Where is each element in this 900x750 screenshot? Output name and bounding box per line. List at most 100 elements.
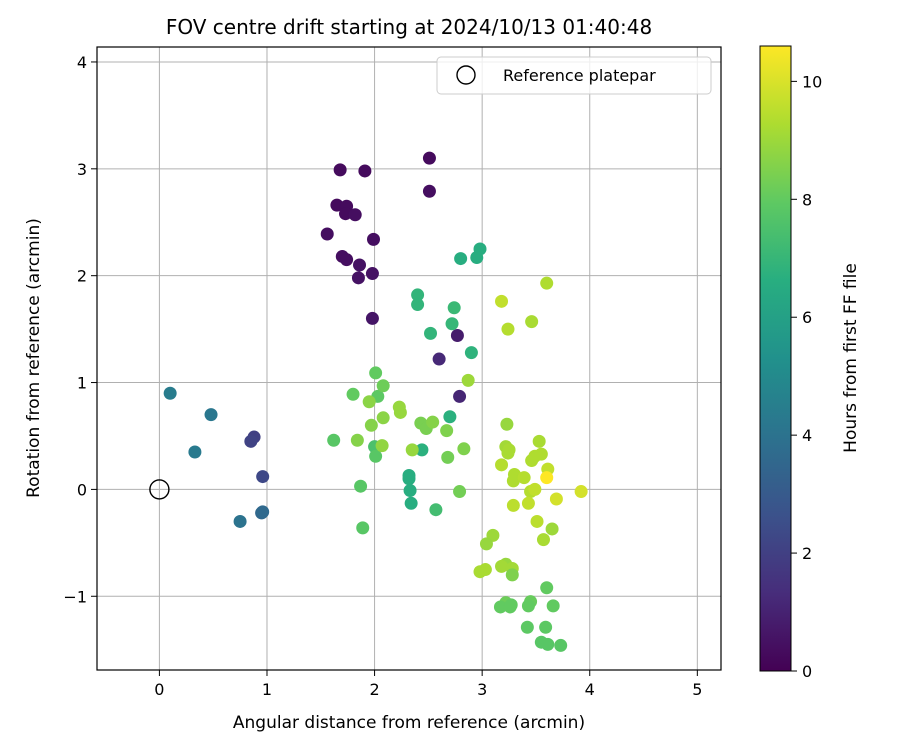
data-point — [521, 496, 535, 510]
y-tick-label: 4 — [77, 53, 87, 72]
data-point — [501, 446, 515, 460]
data-point — [493, 600, 507, 614]
colorbar-label: Hours from first FF file — [841, 263, 861, 453]
data-point — [369, 366, 383, 380]
data-point — [470, 251, 484, 265]
data-point — [445, 317, 459, 331]
data-point — [233, 514, 247, 528]
data-point — [356, 521, 370, 535]
data-point — [473, 565, 487, 579]
data-point — [320, 227, 334, 241]
x-tick-label: 0 — [154, 680, 164, 699]
data-point — [403, 483, 417, 497]
data-point — [532, 434, 546, 448]
data-point — [362, 395, 376, 409]
data-point — [545, 522, 559, 536]
data-point — [422, 184, 436, 198]
data-point — [256, 470, 270, 484]
data-point — [500, 417, 514, 431]
data-point — [365, 311, 379, 325]
data-point — [549, 492, 563, 506]
data-point — [479, 537, 493, 551]
y-axis: −1 0 1 2 3 4 — [63, 53, 97, 606]
data-point — [536, 533, 550, 547]
legend-entry-reference-platepar: Reference platepar — [503, 66, 656, 85]
data-point — [506, 498, 520, 512]
data-point — [440, 424, 454, 438]
data-point — [541, 637, 555, 651]
data-point — [520, 620, 534, 634]
data-point — [415, 443, 429, 457]
data-point — [501, 322, 515, 336]
x-tick-label: 3 — [477, 680, 487, 699]
x-axis-label: Angular distance from reference (arcmin) — [233, 713, 585, 733]
data-point — [327, 433, 341, 447]
data-point — [540, 471, 554, 485]
data-point — [432, 352, 446, 366]
data-point — [340, 253, 354, 267]
data-point — [495, 458, 509, 472]
data-point — [429, 503, 443, 517]
colorbar-tick-label: 8 — [802, 190, 812, 209]
data-point — [495, 294, 509, 308]
x-axis: 0 1 2 3 4 5 — [154, 670, 702, 699]
data-point — [393, 405, 407, 419]
colorbar-tick-label: 4 — [802, 426, 812, 445]
y-tick-label: 0 — [77, 480, 87, 499]
data-point — [333, 163, 347, 177]
data-point — [339, 207, 353, 221]
data-point — [411, 288, 425, 302]
colorbar-tick-label: 0 — [802, 662, 812, 681]
data-point — [457, 442, 471, 456]
y-tick-label: 3 — [77, 160, 87, 179]
data-point — [376, 411, 390, 425]
data-point — [540, 276, 554, 290]
data-point — [354, 479, 368, 493]
data-point — [534, 447, 548, 461]
colorbar-ticks: 0 2 4 6 8 10 — [791, 72, 822, 681]
data-point — [528, 482, 542, 496]
data-point — [464, 346, 478, 360]
plot-frame — [96, 46, 722, 671]
reference-marker-group — [149, 479, 170, 500]
data-point — [353, 258, 367, 272]
data-point — [402, 469, 416, 483]
reference-platepar-marker — [149, 479, 170, 500]
data-point — [554, 638, 568, 652]
data-point — [495, 559, 509, 573]
y-tick-label: 1 — [77, 374, 87, 393]
data-point — [447, 301, 461, 315]
colorbar-gradient — [759, 45, 792, 672]
data-point — [376, 379, 390, 393]
x-tick-label: 4 — [585, 680, 595, 699]
data-point — [453, 389, 467, 403]
chart-title: FOV centre drift starting at 2024/10/13 … — [166, 15, 652, 39]
data-point — [346, 387, 360, 401]
data-point — [351, 271, 365, 285]
data-point — [424, 326, 438, 340]
data-point — [330, 198, 344, 212]
data-point — [244, 434, 258, 448]
data-point — [411, 298, 425, 312]
data-point — [530, 514, 544, 528]
data-point — [365, 267, 379, 281]
data-point — [504, 598, 518, 612]
y-axis-label: Rotation from reference (arcmin) — [24, 218, 44, 498]
data-point — [443, 410, 457, 424]
data-point — [369, 449, 383, 463]
data-point — [540, 581, 554, 595]
data-points — [163, 151, 588, 652]
data-point — [517, 471, 531, 485]
x-tick-label: 2 — [369, 680, 379, 699]
data-point — [358, 164, 372, 178]
grid-lines — [97, 47, 721, 670]
data-point — [364, 418, 378, 432]
data-point — [366, 232, 380, 246]
data-point — [163, 386, 177, 400]
data-point — [422, 151, 436, 165]
legend-reference-marker — [456, 65, 476, 85]
data-point — [426, 415, 440, 429]
data-point — [505, 568, 519, 582]
